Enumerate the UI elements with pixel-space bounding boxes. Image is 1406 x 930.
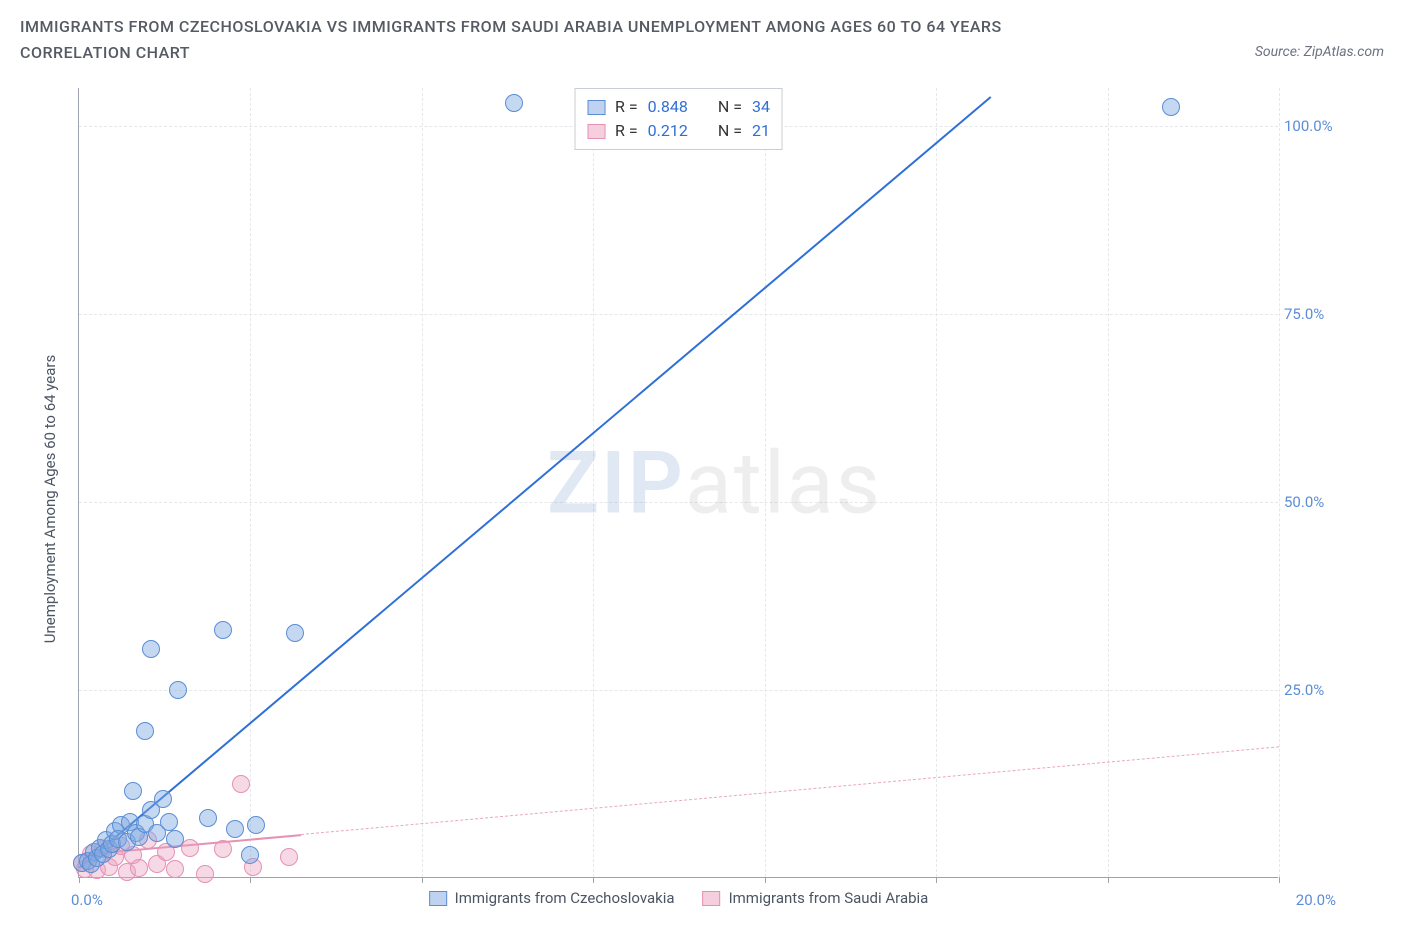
- scatter-point-blue: [247, 816, 265, 834]
- legend-item-pink: Immigrants from Saudi Arabia: [703, 889, 929, 907]
- r-label: R =: [615, 95, 638, 119]
- r-value-blue: 0.848: [648, 95, 688, 119]
- scatter-point-blue: [1162, 98, 1180, 116]
- y-tick-label: 100.0%: [1284, 117, 1344, 135]
- scatter-point-pink: [166, 860, 184, 878]
- y-axis-label: Unemployment Among Ages 60 to 64 years: [41, 355, 59, 643]
- r-value-pink: 0.212: [648, 119, 688, 143]
- scatter-point-blue: [286, 624, 304, 642]
- legend-row-blue: R = 0.848 N = 34: [587, 95, 770, 119]
- chart-title-line2: CORRELATION CHART: [20, 40, 1386, 66]
- x-axis-start: 0.0%: [71, 891, 103, 909]
- y-tick-label: 75.0%: [1284, 305, 1344, 323]
- swatch-pink: [587, 124, 605, 139]
- n-label: N =: [718, 95, 742, 119]
- gridline-v: [936, 88, 937, 877]
- y-tick-label: 50.0%: [1284, 493, 1344, 511]
- r-label: R =: [615, 119, 638, 143]
- legend-item-blue: Immigrants from Czechoslovakia: [429, 889, 675, 907]
- n-label: N =: [718, 119, 742, 143]
- gridline-v: [422, 88, 423, 877]
- chart-title-line1: IMMIGRANTS FROM CZECHOSLOVAKIA VS IMMIGR…: [20, 14, 1386, 40]
- scatter-point-blue: [226, 820, 244, 838]
- x-tick-mark: [250, 877, 251, 883]
- x-axis-end: 20.0%: [1296, 891, 1336, 909]
- scatter-point-blue: [169, 681, 187, 699]
- scatter-point-pink: [280, 848, 298, 866]
- watermark: ZIPatlas: [547, 432, 882, 533]
- y-tick-label: 25.0%: [1284, 681, 1344, 699]
- gridline-h: [79, 690, 1278, 691]
- x-tick-mark: [1279, 877, 1280, 883]
- x-tick-mark: [422, 877, 423, 883]
- gridline-v: [1108, 88, 1109, 877]
- scatter-point-blue: [142, 640, 160, 658]
- scatter-point-blue: [199, 809, 217, 827]
- legend-label-pink: Immigrants from Saudi Arabia: [729, 889, 929, 907]
- x-tick-mark: [1108, 877, 1109, 883]
- n-value-blue: 34: [752, 95, 770, 119]
- legend-row-pink: R = 0.212 N = 21: [587, 119, 770, 143]
- x-tick-mark: [593, 877, 594, 883]
- scatter-point-blue: [124, 782, 142, 800]
- swatch-blue: [429, 891, 447, 906]
- scatter-point-blue: [505, 94, 523, 112]
- x-tick-mark: [79, 877, 80, 883]
- chart-container: Unemployment Among Ages 60 to 64 years Z…: [0, 68, 1406, 930]
- legend-label-blue: Immigrants from Czechoslovakia: [455, 889, 675, 907]
- gridline-v: [593, 88, 594, 877]
- x-tick-mark: [936, 877, 937, 883]
- gridline-v: [250, 88, 251, 877]
- scatter-point-pink: [232, 775, 250, 793]
- scatter-point-blue: [214, 621, 232, 639]
- scatter-point-blue: [154, 790, 172, 808]
- scatter-point-blue: [166, 830, 184, 848]
- x-tick-mark: [765, 877, 766, 883]
- gridline-h: [79, 314, 1278, 315]
- scatter-point-pink: [130, 859, 148, 877]
- n-value-pink: 21: [752, 119, 770, 143]
- scatter-point-pink: [214, 840, 232, 858]
- scatter-point-blue: [241, 846, 259, 864]
- watermark-zip: ZIP: [547, 432, 685, 533]
- scatter-point-blue: [160, 813, 178, 831]
- swatch-pink: [703, 891, 721, 906]
- gridline-h: [79, 502, 1278, 503]
- correlation-legend: R = 0.848 N = 34 R = 0.212 N = 21: [574, 88, 783, 150]
- chart-header: IMMIGRANTS FROM CZECHOSLOVAKIA VS IMMIGR…: [0, 0, 1406, 65]
- scatter-point-pink: [196, 865, 214, 883]
- scatter-point-pink: [181, 839, 199, 857]
- gridline-v: [1279, 88, 1280, 877]
- source-attribution: Source: ZipAtlas.com: [1255, 44, 1384, 60]
- scatter-point-blue: [136, 722, 154, 740]
- swatch-blue: [587, 100, 605, 115]
- trend-line: [301, 746, 1279, 835]
- trend-line: [78, 96, 991, 869]
- gridline-v: [765, 88, 766, 877]
- series-legend: Immigrants from Czechoslovakia Immigrant…: [429, 889, 929, 907]
- watermark-atlas: atlas: [685, 432, 882, 533]
- plot-area: ZIPatlas R = 0.848 N = 34 R = 0.212 N = …: [78, 88, 1278, 878]
